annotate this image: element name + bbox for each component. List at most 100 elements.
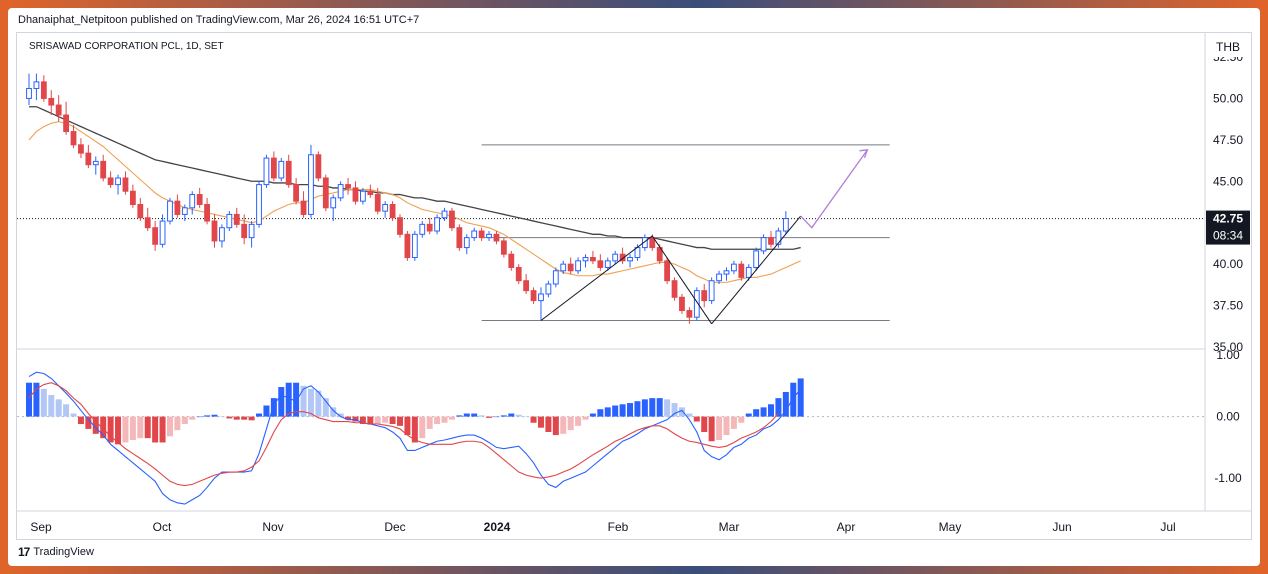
candle[interactable] (567, 257, 574, 275)
candle[interactable] (367, 184, 374, 198)
macd-histogram-bar[interactable] (634, 401, 641, 417)
macd-histogram-bar[interactable] (315, 390, 322, 417)
macd-histogram-bar[interactable] (656, 398, 663, 417)
macd-histogram-bar[interactable] (92, 416, 99, 434)
candle[interactable] (48, 90, 55, 115)
candle[interactable] (63, 101, 70, 135)
macd-histogram-bar[interactable] (55, 399, 62, 417)
candle[interactable] (701, 284, 708, 308)
macd-histogram-bar[interactable] (523, 416, 530, 418)
candle[interactable] (389, 201, 396, 222)
breakout-trendline[interactable] (711, 215, 802, 325)
macd-histogram-bar[interactable] (48, 395, 55, 417)
macd-histogram-bar[interactable] (508, 413, 515, 417)
candle[interactable] (723, 267, 730, 281)
candle[interactable] (285, 154, 292, 188)
macd-histogram-bar[interactable] (226, 416, 233, 419)
candle[interactable] (434, 214, 441, 235)
candle[interactable] (256, 181, 262, 228)
candle[interactable] (167, 197, 173, 225)
macd-histogram-bar[interactable] (107, 416, 114, 443)
chart-svg[interactable]: 35.0037.5040.0045.0047.5050.0052.50-1.00… (17, 33, 1251, 539)
macd-histogram-bar[interactable] (434, 416, 441, 424)
candle[interactable] (552, 267, 559, 288)
macd-histogram-bar[interactable] (256, 413, 263, 417)
candle[interactable] (627, 254, 633, 268)
time-tick-label[interactable]: Oct (153, 520, 172, 534)
macd-histogram-bar[interactable] (122, 416, 129, 443)
candle[interactable] (679, 293, 685, 314)
candle[interactable] (100, 154, 107, 182)
candle[interactable] (493, 231, 500, 245)
macd-histogram-bar[interactable] (693, 416, 700, 422)
candle[interactable] (463, 234, 470, 255)
candle[interactable] (419, 221, 426, 238)
macd-histogram-bar[interactable] (26, 382, 32, 417)
candle[interactable] (664, 257, 671, 285)
candle[interactable] (204, 197, 210, 225)
candle[interactable] (582, 254, 589, 268)
candle[interactable] (300, 191, 307, 218)
macd-histogram-bar[interactable] (515, 414, 522, 417)
macd_line[interactable] (28, 371, 802, 505)
tradingview-logo[interactable]: 17 TradingView (18, 545, 94, 559)
time-tick-label[interactable]: May (939, 520, 962, 534)
candle[interactable] (270, 151, 277, 182)
macd-histogram-bar[interactable] (270, 398, 277, 417)
macd-histogram-bar[interactable] (181, 416, 188, 424)
macd-histogram-bar[interactable] (307, 388, 314, 417)
candle[interactable] (538, 287, 544, 321)
candle[interactable] (619, 247, 626, 265)
candle[interactable] (263, 154, 270, 188)
price-pane[interactable] (17, 73, 1205, 325)
candle[interactable] (716, 270, 722, 285)
macd-histogram-bar[interactable] (537, 416, 544, 428)
macd-histogram-bar[interactable] (204, 415, 211, 417)
candle[interactable] (315, 151, 322, 182)
candle[interactable] (122, 171, 129, 195)
chart-container[interactable]: 35.0037.5040.0045.0047.5050.0052.50-1.00… (16, 32, 1252, 540)
macd-histogram-bar[interactable] (545, 416, 552, 432)
candle[interactable] (382, 201, 389, 218)
macd-histogram-bar[interactable] (211, 414, 218, 417)
sma_short-line[interactable] (28, 121, 801, 283)
time-tick-label[interactable]: 2024 (484, 520, 511, 534)
candle[interactable] (219, 224, 225, 248)
candle[interactable] (693, 287, 700, 321)
macd-histogram-bar[interactable] (582, 416, 589, 420)
candle[interactable] (597, 254, 604, 271)
macd-histogram-bar[interactable] (345, 416, 352, 420)
candle[interactable] (144, 207, 151, 231)
candle[interactable] (486, 231, 492, 241)
candle[interactable] (612, 250, 619, 265)
candle[interactable] (308, 144, 314, 218)
macd-histogram-bar[interactable] (716, 416, 723, 441)
macd-histogram-bar[interactable] (359, 416, 366, 424)
projection-arrow[interactable] (800, 149, 868, 229)
candle[interactable] (753, 247, 760, 271)
macd-histogram-bar[interactable] (760, 407, 767, 417)
candle[interactable] (293, 177, 300, 205)
candle[interactable] (686, 307, 693, 324)
candle[interactable] (731, 260, 737, 275)
candle[interactable] (671, 277, 678, 301)
macd-histogram-bar[interactable] (426, 416, 433, 429)
candle[interactable] (374, 187, 381, 215)
macd-histogram-bar[interactable] (159, 416, 166, 443)
macd-histogram-bar[interactable] (419, 416, 426, 439)
macd-histogram-bar[interactable] (612, 405, 619, 417)
macd-histogram-bar[interactable] (775, 398, 782, 417)
candle[interactable] (152, 221, 159, 251)
double-bottom-pattern[interactable] (540, 235, 713, 325)
macd-histogram-bar[interactable] (40, 388, 47, 417)
candle[interactable] (782, 211, 789, 235)
macd-histogram-bar[interactable] (300, 385, 307, 417)
macd-histogram-bar[interactable] (664, 399, 671, 417)
candle[interactable] (508, 250, 515, 271)
candle[interactable] (33, 73, 40, 101)
macd-histogram-bar[interactable] (337, 413, 344, 417)
macd-histogram-bar[interactable] (627, 403, 634, 417)
candle[interactable] (345, 177, 351, 195)
macd-histogram-bar[interactable] (493, 416, 500, 418)
macd-histogram-bar[interactable] (560, 416, 567, 434)
